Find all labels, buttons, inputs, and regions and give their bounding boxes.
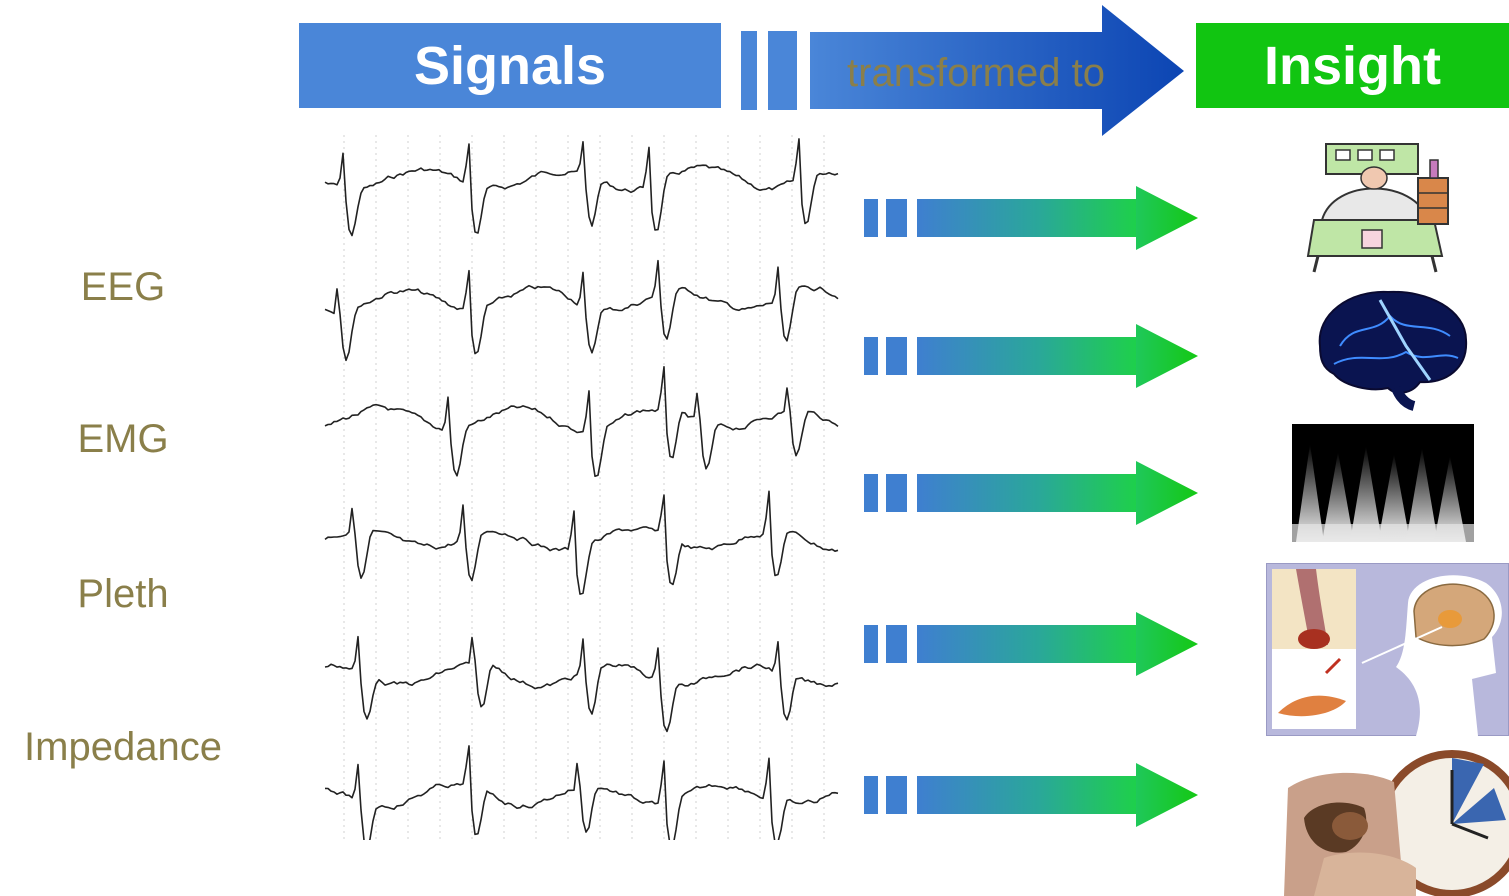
eeg-trace-1 <box>324 138 839 237</box>
signal-label-emg: EMG <box>77 417 169 461</box>
eeg-trace-6 <box>324 745 839 840</box>
signals-header: Signals <box>299 23 721 108</box>
separator-bar-2 <box>768 31 797 110</box>
insight-header: Insight <box>1196 23 1509 108</box>
signal-label-eeg: EEG <box>80 265 166 309</box>
trace-gridlines <box>343 135 825 840</box>
insight-header-label: Insight <box>1264 35 1441 96</box>
eeg-trace-5 <box>324 635 839 733</box>
signals-header-label: Signals <box>413 35 607 96</box>
signal-label-impedance: Impedance <box>24 725 222 769</box>
eeg-trace-4 <box>324 490 839 595</box>
transform-label: transformed to <box>847 51 1105 95</box>
row-arrow-icon-1 <box>864 186 1198 250</box>
separator-bar-1 <box>741 31 757 110</box>
airway-and-brain-anatomy-icon <box>1266 563 1509 736</box>
row-arrow-icon-2 <box>864 324 1198 388</box>
eeg-trace-3 <box>324 366 839 477</box>
transform-arrow-icon <box>810 5 1184 136</box>
row-arrow-icon-4 <box>864 612 1198 676</box>
row-arrow-icon-3 <box>864 461 1198 525</box>
glowing-brain-icon <box>1310 276 1472 414</box>
sleeping-person-with-clock-icon <box>1284 750 1509 896</box>
row-arrow-icon-5 <box>864 763 1198 827</box>
eeg-trace-2 <box>324 259 839 362</box>
spectrogram-icon <box>1292 424 1474 542</box>
signal-label-pleth: Pleth <box>77 572 169 616</box>
eeg-trace-panel <box>324 135 839 840</box>
eeg-traces <box>324 138 839 840</box>
patient-in-hospital-bed-icon <box>1306 143 1449 273</box>
